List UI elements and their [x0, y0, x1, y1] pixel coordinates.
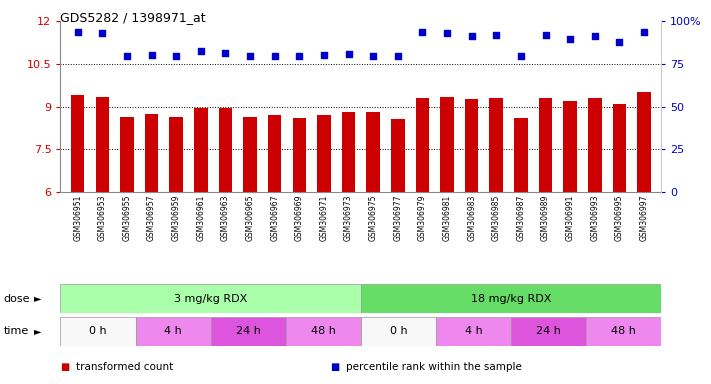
Bar: [60, 317, 136, 346]
Point: [195, 48, 206, 54]
Bar: [563, 101, 577, 192]
Bar: [268, 115, 282, 192]
Point: [368, 53, 379, 59]
Bar: [539, 98, 552, 192]
Text: 4 h: 4 h: [464, 326, 482, 336]
Text: 3 mg/kg RDX: 3 mg/kg RDX: [174, 293, 247, 304]
Bar: [60, 284, 360, 313]
Bar: [391, 119, 405, 192]
Point: [565, 36, 576, 42]
Text: transformed count: transformed count: [76, 362, 173, 372]
Bar: [219, 108, 232, 192]
Point: [515, 53, 527, 60]
Bar: [292, 118, 306, 192]
Text: 0 h: 0 h: [89, 326, 107, 336]
Bar: [243, 116, 257, 192]
Bar: [511, 317, 586, 346]
Point: [466, 33, 477, 39]
Bar: [169, 116, 183, 192]
Point: [319, 52, 330, 58]
Bar: [136, 317, 210, 346]
Text: percentile rank within the sample: percentile rank within the sample: [346, 362, 522, 372]
Bar: [416, 98, 429, 192]
Bar: [317, 115, 331, 192]
Text: 24 h: 24 h: [236, 326, 261, 336]
Text: ►: ►: [34, 293, 42, 304]
Bar: [71, 95, 85, 192]
Text: 48 h: 48 h: [611, 326, 636, 336]
Text: 24 h: 24 h: [536, 326, 561, 336]
Point: [491, 32, 502, 38]
Bar: [514, 118, 528, 192]
Bar: [286, 317, 360, 346]
Bar: [637, 92, 651, 192]
Point: [171, 53, 182, 60]
Point: [220, 50, 231, 56]
Point: [417, 29, 428, 35]
Text: 18 mg/kg RDX: 18 mg/kg RDX: [471, 293, 551, 304]
Bar: [436, 317, 511, 346]
Point: [97, 30, 108, 36]
Text: time: time: [4, 326, 29, 336]
Bar: [95, 97, 109, 192]
Bar: [366, 112, 380, 192]
Text: ►: ►: [34, 326, 42, 336]
Text: 0 h: 0 h: [390, 326, 407, 336]
Bar: [360, 284, 661, 313]
Bar: [210, 317, 286, 346]
Point: [540, 32, 551, 38]
Point: [72, 29, 83, 35]
Point: [146, 52, 157, 58]
Point: [122, 53, 133, 59]
Bar: [342, 112, 356, 192]
Text: GDS5282 / 1398971_at: GDS5282 / 1398971_at: [60, 12, 206, 25]
Text: dose: dose: [4, 293, 30, 304]
Bar: [194, 108, 208, 192]
Text: 4 h: 4 h: [164, 326, 182, 336]
Text: 48 h: 48 h: [311, 326, 336, 336]
Point: [392, 53, 403, 60]
Point: [638, 29, 650, 35]
Point: [343, 51, 354, 57]
Point: [245, 53, 256, 60]
Point: [589, 33, 600, 39]
Text: ■: ■: [331, 362, 340, 372]
Text: ■: ■: [60, 362, 70, 372]
Bar: [465, 99, 479, 192]
Point: [614, 38, 625, 45]
Point: [442, 30, 453, 36]
Point: [269, 53, 280, 59]
Bar: [440, 97, 454, 192]
Bar: [145, 114, 159, 192]
Bar: [120, 116, 134, 192]
Bar: [586, 317, 661, 346]
Point: [294, 53, 305, 60]
Bar: [613, 104, 626, 192]
Bar: [489, 98, 503, 192]
Bar: [360, 317, 436, 346]
Bar: [588, 98, 602, 192]
